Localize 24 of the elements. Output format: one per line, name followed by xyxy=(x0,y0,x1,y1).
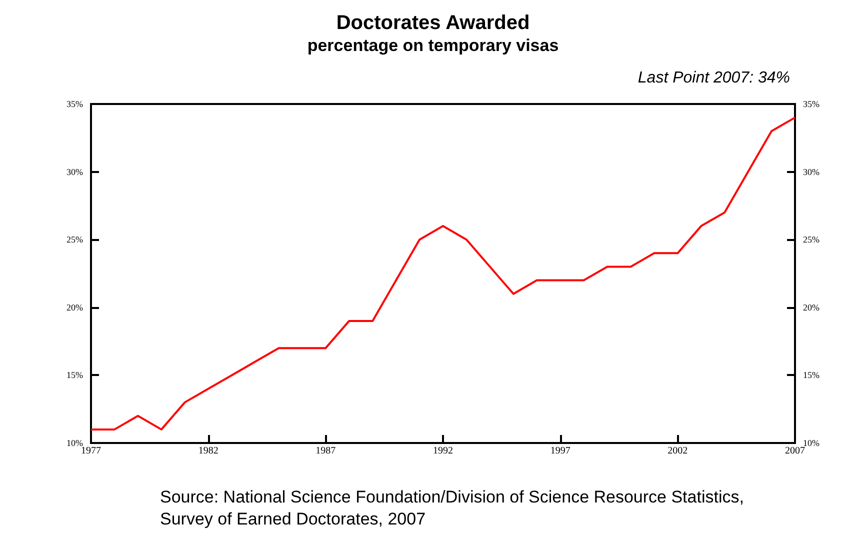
x-tick-label: 2007 xyxy=(785,446,805,456)
y-tick-label: 35% xyxy=(66,99,84,109)
y-tick-label: 15% xyxy=(66,370,84,380)
x-tick-label: 1977 xyxy=(81,446,101,456)
line-series xyxy=(90,116,796,430)
y2-tick-label: 35% xyxy=(803,99,820,109)
y2-tick-label: 15% xyxy=(803,370,820,380)
y-tick-label: 30% xyxy=(66,166,84,177)
source-note: Source: National Science Foundation/Division of Science Resource Statistics, Survey of Earned Doctorates, 2007 xyxy=(160,488,749,528)
x-tick-label: 1997 xyxy=(550,446,570,456)
y2-tick-label: 30% xyxy=(803,166,820,177)
y-tick-label: 25% xyxy=(66,234,84,245)
x-tick-label: 1982 xyxy=(198,446,218,456)
y2-tick-label: 20% xyxy=(803,302,820,312)
y2-tick-label: 25% xyxy=(803,234,820,245)
chart-subtitle: percentage on temporary visas xyxy=(307,36,559,55)
x-tick-label: 1992 xyxy=(433,446,453,456)
y-tick-label: 10% xyxy=(66,438,84,448)
y-tick-label: 20% xyxy=(66,302,84,312)
x-tick-label: 1987 xyxy=(316,446,336,456)
x-tick-label: 2002 xyxy=(668,446,688,456)
y2-tick-label: 10% xyxy=(803,438,820,448)
chart-title: Doctorates Awarded xyxy=(336,12,530,34)
text: Last Point 2007: 34% xyxy=(638,70,790,86)
